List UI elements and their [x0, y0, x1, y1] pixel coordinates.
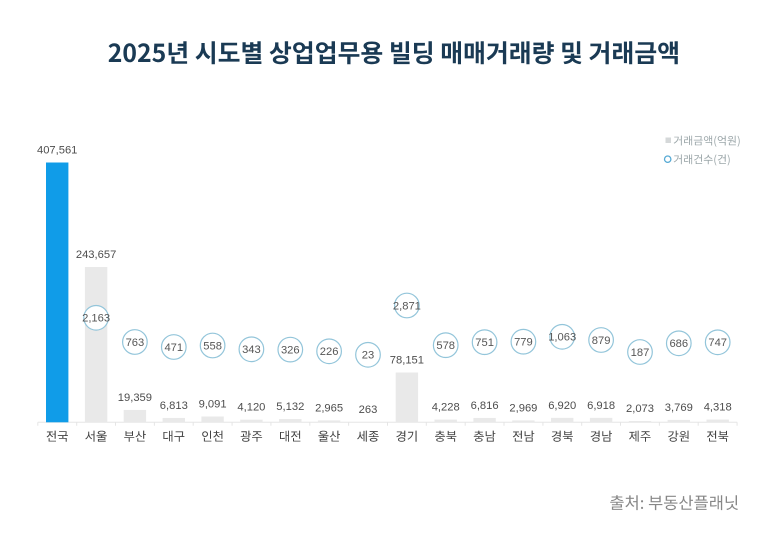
svg-text:751: 751 [475, 337, 494, 349]
svg-text:226: 226 [320, 346, 339, 358]
svg-text:763: 763 [126, 337, 145, 349]
svg-text:2,969: 2,969 [509, 402, 537, 414]
svg-text:3,769: 3,769 [665, 402, 693, 414]
svg-text:4,318: 4,318 [704, 402, 732, 414]
svg-text:4,228: 4,228 [432, 402, 460, 414]
svg-text:2,073: 2,073 [626, 403, 654, 415]
svg-text:243,657: 243,657 [76, 249, 116, 261]
svg-text:407,561: 407,561 [37, 145, 77, 157]
svg-text:9,091: 9,091 [199, 399, 227, 411]
svg-text:2,871: 2,871 [393, 300, 421, 312]
svg-text:471: 471 [164, 342, 183, 354]
svg-text:326: 326 [281, 345, 300, 357]
svg-text:779: 779 [514, 337, 533, 349]
svg-text:2,965: 2,965 [315, 402, 343, 414]
svg-text:23: 23 [362, 350, 374, 362]
svg-text:558: 558 [203, 340, 222, 352]
svg-text:263: 263 [359, 404, 378, 416]
svg-text:6,813: 6,813 [160, 400, 188, 412]
svg-text:187: 187 [631, 347, 650, 359]
svg-text:1,063: 1,063 [548, 332, 576, 344]
svg-text:19,359: 19,359 [118, 392, 152, 404]
svg-text:578: 578 [436, 340, 455, 352]
svg-text:747: 747 [708, 337, 727, 349]
svg-text:343: 343 [242, 344, 261, 356]
svg-text:6,918: 6,918 [587, 400, 615, 412]
svg-text:686: 686 [669, 338, 688, 350]
svg-text:2,163: 2,163 [82, 313, 110, 325]
svg-text:6,920: 6,920 [548, 400, 576, 412]
svg-text:879: 879 [592, 335, 611, 347]
svg-text:4,120: 4,120 [237, 402, 265, 414]
svg-text:5,132: 5,132 [276, 401, 304, 413]
svg-text:6,816: 6,816 [471, 400, 499, 412]
svg-text:78,151: 78,151 [390, 355, 424, 367]
